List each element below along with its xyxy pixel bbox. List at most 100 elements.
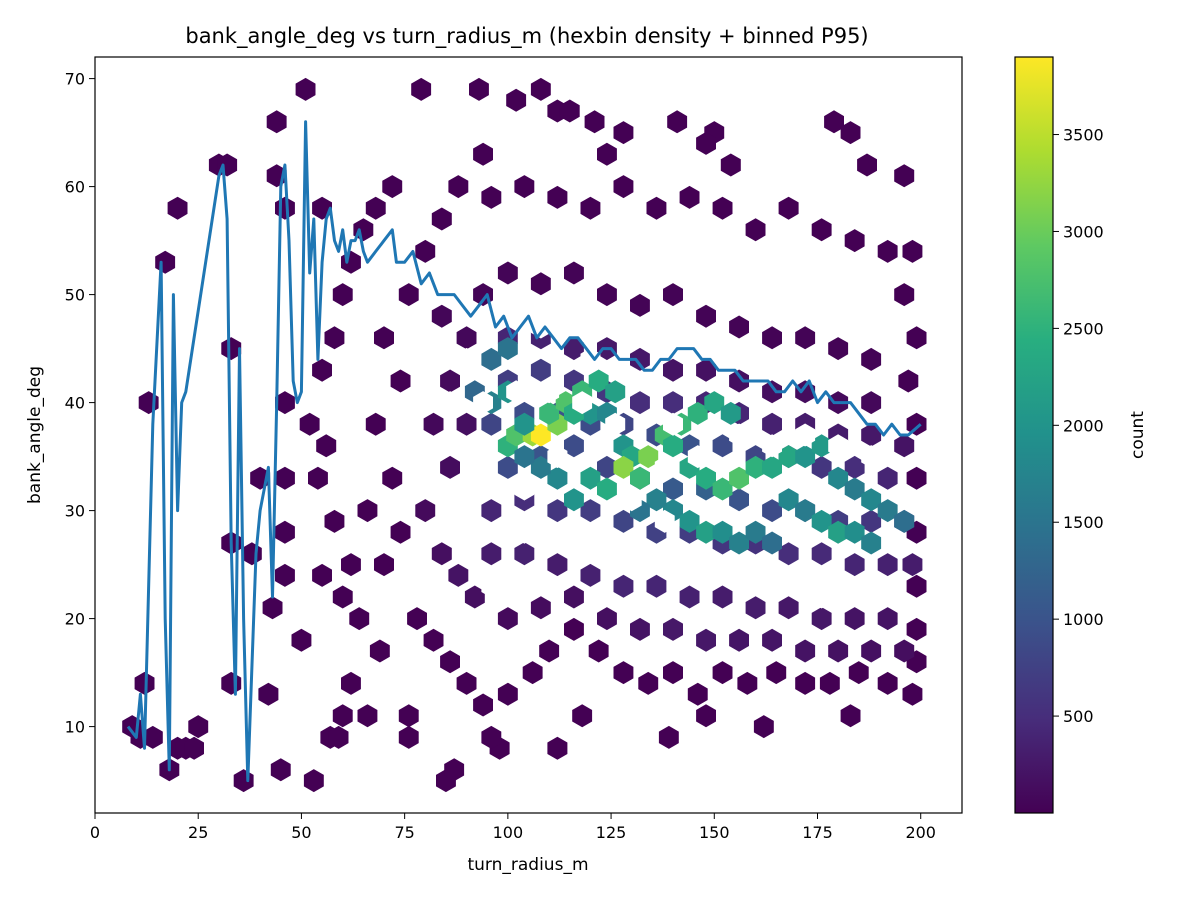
hexbin-cell (547, 736, 568, 760)
hexbin-cell (221, 337, 242, 361)
hexbin-cell (630, 391, 650, 415)
hexbin-cell (448, 563, 469, 587)
hexbin-cell (811, 455, 832, 479)
hexbin-cell (687, 682, 708, 706)
hexbin-cell (778, 445, 799, 469)
hexbin-cell (431, 542, 452, 566)
hexbin-empty-cell (704, 499, 725, 523)
hexbin-cell (906, 574, 927, 598)
hexbin-cell (753, 715, 774, 739)
hexbin-cell (328, 725, 349, 749)
hexbin-cell (902, 682, 923, 706)
hexbin-cell (762, 455, 782, 479)
hexbin-cell (134, 671, 155, 695)
hexbin-empty-cell (456, 347, 477, 371)
hexbin-cell (712, 196, 733, 220)
hexbin-cell (588, 639, 609, 663)
hexbin-empty-cell (547, 445, 568, 469)
hexbin-cell (663, 391, 683, 415)
hexbin-cell (312, 358, 332, 382)
hexbin-empty-cell (514, 477, 535, 501)
hexbin-cell (324, 326, 345, 350)
hexbin-cell (778, 488, 799, 512)
hexbin-cell (638, 671, 659, 695)
hexbin-cell (464, 585, 485, 609)
hexbin-cell (861, 391, 882, 415)
hexbin-cell (559, 99, 580, 123)
hexbin-empty-cell (687, 445, 708, 469)
hexbin-cell (588, 369, 609, 393)
hexbin-cell (811, 607, 832, 631)
hexbin-cell (456, 412, 477, 436)
hexbin-cell (902, 553, 923, 577)
hexbin-cell (902, 239, 923, 263)
hexbin-cell (840, 121, 861, 145)
hexbin-cell (514, 542, 535, 566)
hexbin-cell (795, 671, 816, 695)
hexbin-cell (497, 337, 518, 361)
hexbin-cell (745, 455, 766, 479)
hexbin-empty-cell (605, 412, 626, 436)
hexbin-cell (630, 293, 650, 317)
hexbin-cell (444, 758, 465, 782)
hexbin-cell (506, 88, 527, 112)
hexbin-cell (332, 704, 353, 728)
hexbin-cell (580, 499, 601, 523)
hexbin-cell (332, 585, 353, 609)
hexbin-cell (597, 142, 617, 166)
hexbin-cell (906, 466, 927, 490)
hexbin-cell (275, 563, 295, 587)
hexbin-cell (663, 283, 683, 307)
hexbin-cell (729, 628, 749, 652)
hexbin-cell (720, 153, 741, 177)
hexbin-cell (390, 369, 411, 393)
hexbin-cell (440, 650, 460, 674)
hexbin-cell (630, 347, 650, 371)
hexbin-cell (844, 553, 865, 577)
hexbin-empty-cell (795, 423, 816, 447)
hexbin-cell (877, 499, 898, 523)
hexbin-cell (316, 434, 337, 458)
hexbin-empty-cell (572, 391, 593, 415)
x-axis-ticks: 0 25 50 75 100 125 150 175 200 (90, 813, 936, 842)
x-tick-label: 75 (394, 823, 414, 842)
hexbin-cell (819, 671, 840, 695)
hexbin-cell (877, 553, 898, 577)
hexbin-cell (547, 185, 568, 209)
hexbin-cell (729, 315, 749, 339)
hexbin-empty-cell (613, 542, 634, 566)
hexbin-cell (481, 542, 502, 566)
hexbin-cell (861, 488, 882, 512)
hexbin-cell (349, 607, 370, 631)
hexbin-cell (712, 585, 733, 609)
hexbin-cell (411, 77, 432, 101)
hexbin-cell (514, 412, 535, 436)
hexbin-cell (638, 445, 659, 469)
hexbin-cell (312, 563, 332, 587)
hexbin-cell (762, 628, 782, 652)
hexbin-cell (497, 261, 518, 285)
hexbin-cell (877, 239, 898, 263)
colorbar-tick-label: 3500 (1063, 126, 1104, 145)
hexbin-cell (762, 531, 782, 555)
hexbin-cell (646, 196, 667, 220)
hexbin-cell (341, 671, 361, 695)
hexbin-cell (795, 639, 816, 663)
hexbin-cell (530, 272, 551, 296)
hexbin-empty-cells (440, 293, 882, 609)
hexbin-cell (898, 369, 919, 393)
hexbin-cell (407, 607, 427, 631)
hexbin-empty-cell (762, 434, 782, 458)
hexbin-empty-cell (572, 531, 593, 555)
hexbin-cell (712, 477, 733, 501)
hexbin-cell (894, 164, 915, 188)
hexbin-cell (357, 704, 378, 728)
hexbin-cell (262, 596, 283, 620)
hexbin-cell (423, 628, 444, 652)
hexbin-empty-cell (853, 574, 873, 598)
hexbin-cell (481, 725, 502, 749)
hexbin-cell (696, 466, 716, 490)
hexbin-cell (844, 607, 865, 631)
hexbin-cell (448, 175, 469, 199)
hexbin-cell (828, 639, 849, 663)
